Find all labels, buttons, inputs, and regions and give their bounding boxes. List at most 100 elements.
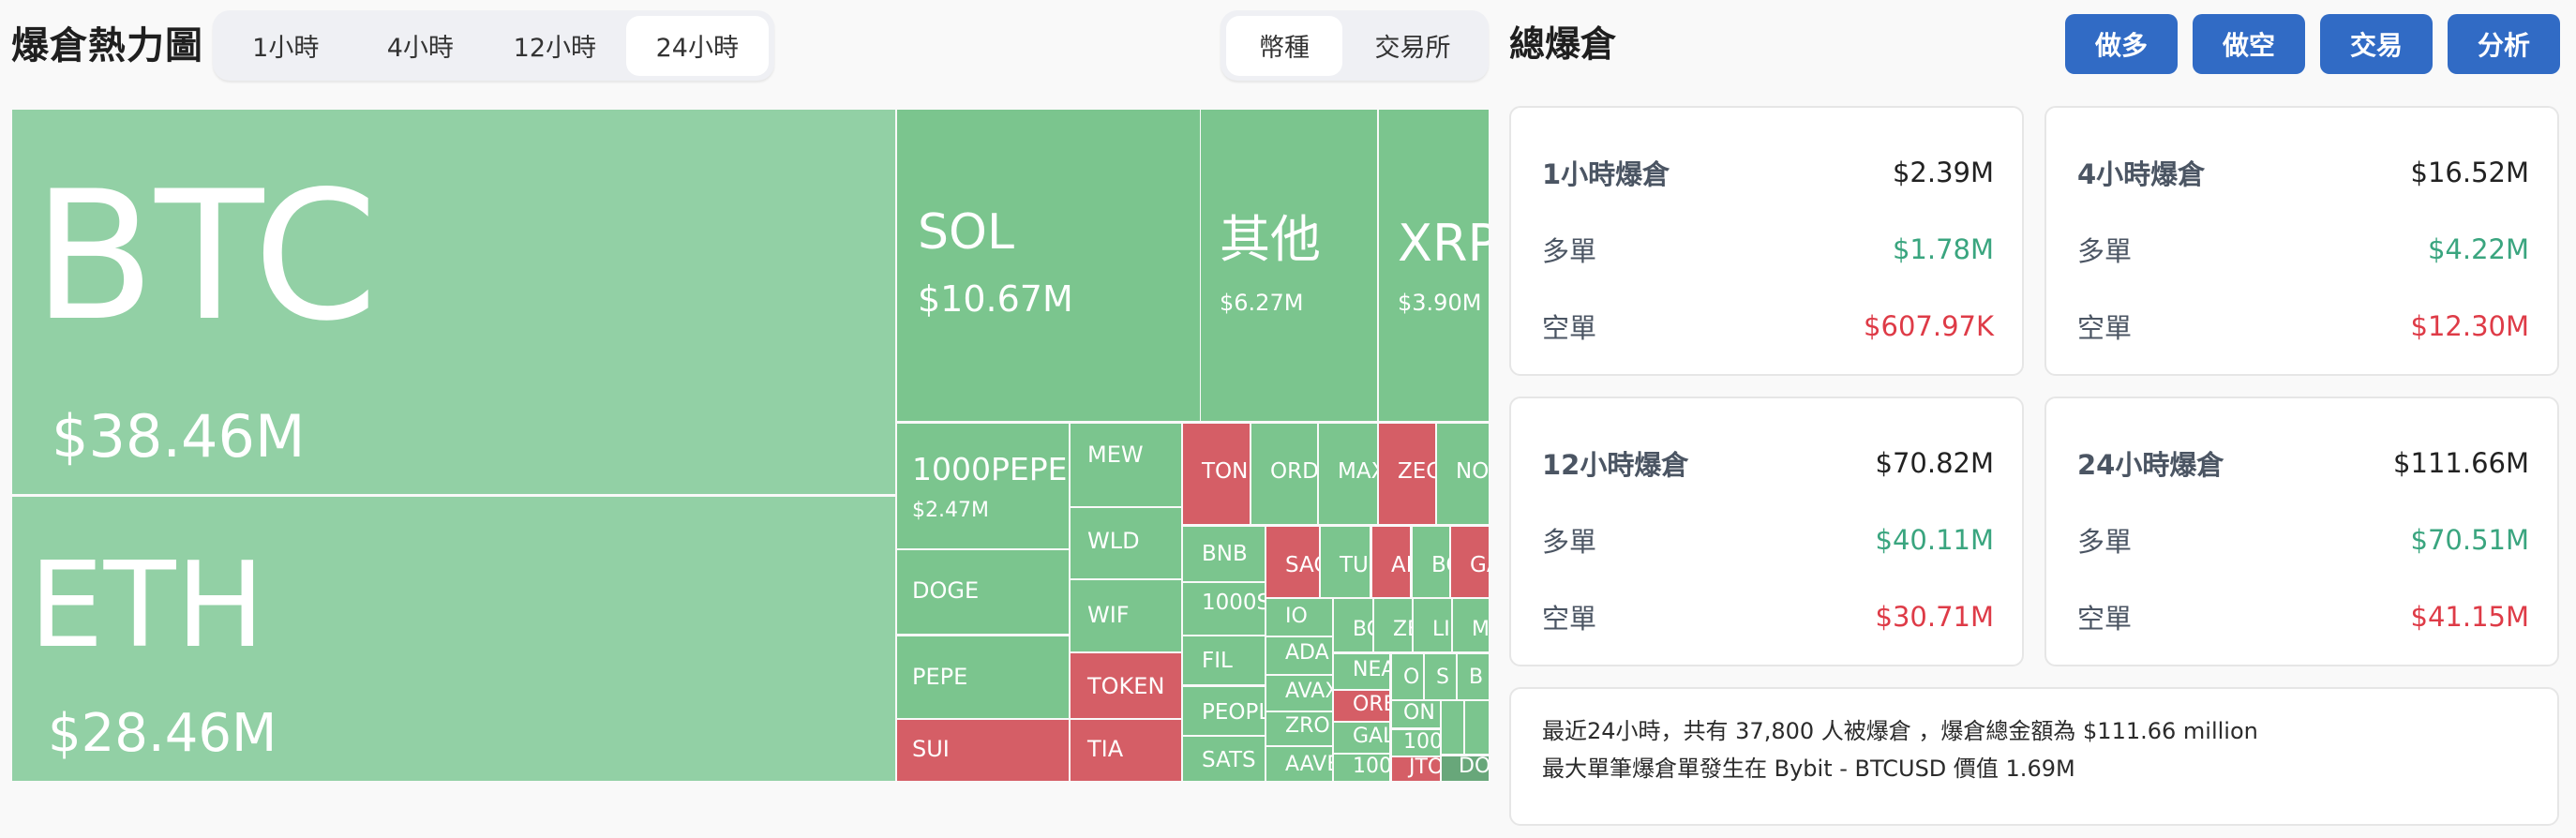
cell-symbol: BNB (1202, 542, 1248, 566)
cell-symbol: 1000PEPE (912, 451, 1068, 487)
treemap-cell-zec[interactable]: ZEC (1379, 424, 1435, 524)
treemap-cell-max[interactable]: MAX (1319, 424, 1377, 524)
treemap-cell-gala[interactable]: GALA (1451, 527, 1489, 597)
treemap-cell-ordi[interactable]: ORDI (1251, 424, 1317, 524)
treemap-cell-gala2[interactable]: GAL (1334, 723, 1389, 753)
treemap-cell-xrp[interactable]: XRP $3.90M (1379, 110, 1489, 421)
cell-symbol: TOKEN (1087, 673, 1165, 699)
treemap-cell-1000pepe[interactable]: 1000PEPE $2.47M (897, 424, 1069, 548)
cell-symbol: NOT (1456, 459, 1489, 484)
treemap-cell-unlabeled[interactable] (1442, 701, 1463, 754)
cell-symbol: ORE (1353, 693, 1389, 716)
long-button[interactable]: 做多 (2065, 14, 2178, 74)
treemap-cell-ondo[interactable]: ON (1392, 701, 1440, 727)
stat-long-row: 多單 $1.78M (1542, 231, 1994, 268)
cell-symbol: ZETA (1393, 618, 1412, 641)
treemap-cell-wld[interactable]: WLD (1071, 508, 1181, 578)
treemap-cell-zeta[interactable]: ZETA (1374, 599, 1412, 651)
treemap-cell-btc[interactable]: BTC $38.46M (12, 110, 895, 494)
treemap-cell-bond[interactable]: BOND (1334, 599, 1372, 651)
treemap-cell-fil[interactable]: FIL (1183, 636, 1265, 684)
treemap-cell-eth[interactable]: ETH $28.46M (12, 497, 895, 781)
treemap-cell-bome[interactable]: BOME (1413, 527, 1449, 597)
tab-12h[interactable]: 12小時 (513, 34, 596, 63)
cell-symbol: GAL (1353, 725, 1389, 748)
tab-1h[interactable]: 1小時 (252, 34, 320, 63)
stat-short-row: 空單 $607.97K (1542, 307, 1994, 345)
stat-long-label: 多單 (2077, 526, 2133, 558)
stat-long-value: $40.11M (1875, 524, 1995, 556)
treemap-cell-ar[interactable]: AR (1372, 527, 1410, 597)
cell-symbol: ORDI (1270, 459, 1317, 484)
treemap-cell-1000y[interactable]: 100 (1392, 730, 1440, 756)
cell-symbol: 1000SATS (1202, 591, 1265, 615)
treemap-cell-doge[interactable]: DOGE (897, 550, 1069, 634)
summary-card: 最近24小時，共有 37,800 人被爆倉 ，爆倉總金額為 $111.66 mi… (1509, 687, 2559, 826)
treemap-cell-unlabeled[interactable] (1465, 701, 1489, 754)
treemap-cell-mkr[interactable]: MKR (1453, 599, 1489, 651)
treemap-cell-near[interactable]: NEAR (1334, 654, 1389, 689)
treemap-cell-not[interactable]: NOT (1437, 424, 1489, 524)
treemap-cell-tia[interactable]: TIA (1071, 720, 1181, 781)
short-button[interactable]: 做空 (2193, 14, 2305, 74)
treemap-cell-wif[interactable]: WIF (1071, 580, 1181, 651)
treemap-cell-io[interactable]: IO (1266, 599, 1332, 636)
treemap-cell-ore[interactable]: ORE (1334, 691, 1389, 721)
cell-symbol: AR (1391, 553, 1410, 577)
treemap-cell-sol[interactable]: SOL $10.67M (897, 110, 1200, 421)
stat-total-value: $2.39M (1892, 157, 1994, 188)
group-by-tabs: 幣種 交易所 (1221, 10, 1489, 81)
analysis-button[interactable]: 分析 (2448, 14, 2560, 74)
cell-symbol: ADA (1285, 641, 1329, 665)
treemap-cell-avax[interactable]: AVAX (1266, 676, 1332, 711)
tab-by-coin[interactable]: 幣種 (1226, 15, 1342, 76)
liquidation-heatmap: BTC $38.46M ETH $28.46M SOL $10.67M 其他 $6.27M XR… (12, 110, 1489, 781)
cell-symbol: BOME (1431, 553, 1449, 577)
stat-title: 24小時爆倉 (2077, 449, 2224, 481)
summary-line-1: 最近24小時，共有 37,800 人被爆倉 ，爆倉總金額為 $111.66 mi… (1542, 718, 2258, 744)
treemap-cell-sats[interactable]: SATS (1183, 737, 1265, 781)
tab-24h[interactable]: 24小時 (625, 15, 769, 76)
treemap-cell-1000x[interactable]: 100 (1334, 755, 1389, 781)
treemap-cell-token[interactable]: TOKEN (1071, 653, 1181, 718)
trade-button[interactable]: 交易 (2320, 14, 2433, 74)
treemap-cell-saga[interactable]: SAGA (1266, 527, 1319, 597)
stat-card-24h: 24小時爆倉 $111.66M 多單 $70.51M 空單 $41.15M (2044, 397, 2559, 666)
treemap-cell-people[interactable]: PEOPLE (1183, 687, 1265, 735)
treemap-cell-jto[interactable]: JTO (1392, 757, 1440, 781)
treemap-cell-1000sats[interactable]: 1000SATS (1183, 583, 1265, 635)
cell-symbol: AVAX (1285, 680, 1332, 703)
cell-symbol: 100 (1353, 755, 1389, 778)
treemap-cell-mew[interactable]: MEW (1071, 424, 1181, 506)
stat-long-row: 多單 $40.11M (1542, 521, 1994, 559)
stat-total-value: $70.82M (1875, 447, 1995, 479)
treemap-cell-stx[interactable]: S (1425, 654, 1456, 699)
treemap-cell-bnb[interactable]: BNB (1183, 527, 1265, 581)
cell-symbol: TON (1202, 459, 1249, 484)
treemap-cell-ada[interactable]: ADA (1266, 637, 1332, 674)
stat-long-label: 多單 (1542, 526, 1597, 558)
stat-short-value: $30.71M (1875, 601, 1995, 633)
treemap-cell-dot[interactable]: DO (1442, 756, 1489, 781)
stat-short-label: 空單 (1542, 312, 1597, 344)
stat-short-label: 空單 (2077, 603, 2133, 635)
treemap-cell-link[interactable]: LINK (1414, 599, 1451, 651)
treemap-cell-sui[interactable]: SUI (897, 720, 1069, 781)
cell-symbol: SAGA (1285, 553, 1319, 577)
cell-symbol: DO (1459, 756, 1489, 778)
cell-symbol: MAX (1338, 459, 1377, 484)
cell-symbol: ON (1403, 701, 1435, 725)
cell-symbol: S (1436, 666, 1449, 689)
stat-long-value: $70.51M (2410, 524, 2530, 556)
treemap-cell-zro[interactable]: ZRO (1266, 712, 1332, 745)
treemap-cell-pepe[interactable]: PEPE (897, 636, 1069, 718)
treemap-cell-其他[interactable]: 其他 $6.27M (1201, 110, 1377, 421)
treemap-cell-aave[interactable]: AAVE (1266, 747, 1332, 781)
cell-symbol: ZRO (1285, 714, 1330, 738)
tab-by-exchange[interactable]: 交易所 (1374, 34, 1451, 63)
treemap-cell-op[interactable]: O (1392, 654, 1423, 699)
treemap-cell-ton[interactable]: TON (1183, 424, 1250, 524)
treemap-cell-bch[interactable]: B (1458, 654, 1489, 699)
treemap-cell-turbo[interactable]: TURBO (1321, 527, 1370, 597)
tab-4h[interactable]: 4小時 (386, 34, 454, 63)
